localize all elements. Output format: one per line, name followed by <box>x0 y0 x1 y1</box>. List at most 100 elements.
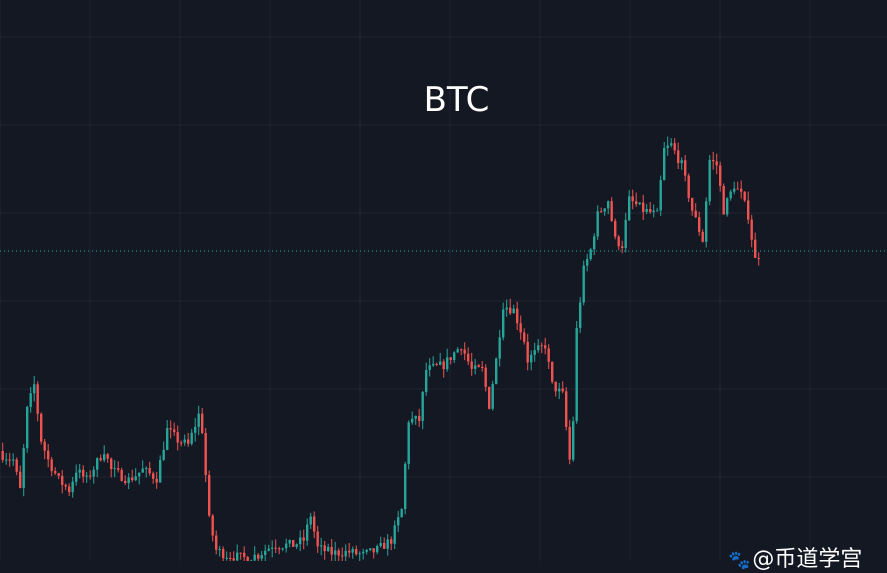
candle-body <box>190 432 193 444</box>
candle-body <box>719 165 722 187</box>
candle-body <box>36 384 39 414</box>
candle-body <box>281 548 284 550</box>
candle-body <box>680 160 683 164</box>
candle-body <box>414 415 417 419</box>
candle-body <box>645 209 648 212</box>
candle-body <box>411 418 414 423</box>
candle-body <box>68 486 71 493</box>
candle-body <box>579 302 582 328</box>
candle-body <box>96 458 99 470</box>
candle-body <box>78 469 81 473</box>
candle-body <box>477 365 480 367</box>
candle-body <box>425 369 428 392</box>
candle-body <box>271 547 274 549</box>
candle-body <box>509 307 512 314</box>
candle-body <box>631 196 634 202</box>
candle-body <box>470 361 473 369</box>
candle-body <box>446 357 449 370</box>
candle-body <box>92 469 95 477</box>
candle-body <box>187 439 190 444</box>
candle-body <box>243 552 246 557</box>
candle-body <box>218 549 221 551</box>
candle-body <box>320 545 323 547</box>
candle-body <box>750 219 753 240</box>
candle-body <box>460 349 463 351</box>
candle-body <box>491 383 494 409</box>
candle-body <box>705 201 708 242</box>
candle-body <box>365 549 368 552</box>
candle-body <box>225 557 228 559</box>
candle-body <box>547 348 550 362</box>
candle-body <box>197 413 200 427</box>
candle-body <box>610 201 613 221</box>
candle-body <box>684 160 687 176</box>
candle-body <box>50 459 53 472</box>
candle-body <box>642 202 645 212</box>
candle-body <box>393 525 396 544</box>
candle-body <box>757 257 760 259</box>
candle-body <box>103 454 106 461</box>
candle-body <box>355 549 358 555</box>
candle-body <box>148 467 151 474</box>
candle-body <box>456 349 459 353</box>
candle-body <box>351 549 354 553</box>
candle-body <box>687 175 690 199</box>
candle-body <box>551 361 554 382</box>
candle-body <box>488 387 491 409</box>
candle-body <box>621 246 624 249</box>
candle-body <box>323 545 326 552</box>
candle-body <box>519 323 522 333</box>
candle-body <box>239 552 242 554</box>
candle-body <box>694 210 697 218</box>
candle-body <box>292 540 295 547</box>
candle-body <box>257 554 260 559</box>
candle-body <box>253 554 256 561</box>
candle-body <box>673 143 676 151</box>
candle-body <box>71 481 74 493</box>
candle-body <box>201 413 204 434</box>
candle-body <box>106 454 109 459</box>
candle-body <box>211 515 214 536</box>
candle-body <box>649 209 652 213</box>
candle-body <box>449 357 452 361</box>
candle-body <box>183 439 186 443</box>
candle-body <box>463 349 466 354</box>
candle-body <box>474 365 477 369</box>
candle-body <box>162 449 165 460</box>
candle-body <box>572 421 575 460</box>
candle-body <box>264 550 267 556</box>
candle-body <box>453 352 456 361</box>
candle-body <box>127 477 130 483</box>
candle-body <box>484 367 487 388</box>
candle-body <box>274 547 277 549</box>
candle-body <box>313 516 316 532</box>
candle-body <box>383 543 386 549</box>
candle-body <box>152 473 155 479</box>
candle-body <box>593 236 596 250</box>
candle-body <box>708 159 711 202</box>
candle-body <box>442 361 445 370</box>
chart-title: BTC <box>423 80 490 120</box>
candle-body <box>369 548 372 550</box>
candle-body <box>512 308 515 314</box>
candle-body <box>747 200 750 220</box>
candle-body <box>285 543 288 549</box>
candle-body <box>82 469 85 477</box>
candle-body <box>159 459 162 483</box>
candle-body <box>617 236 620 247</box>
candle-body <box>120 469 123 481</box>
candle-body <box>40 413 43 442</box>
candle-body <box>712 159 715 162</box>
candle-body <box>33 384 36 394</box>
candle-body <box>124 480 127 483</box>
candle-body <box>652 210 655 213</box>
candle-body <box>47 450 50 460</box>
candle-body <box>358 553 361 555</box>
candle-body <box>404 463 407 510</box>
candle-body <box>173 429 176 433</box>
candle-body <box>141 468 144 473</box>
candle-body <box>260 555 263 559</box>
candle-body <box>505 307 508 310</box>
candle-body <box>421 391 424 421</box>
candle-body <box>432 363 435 366</box>
